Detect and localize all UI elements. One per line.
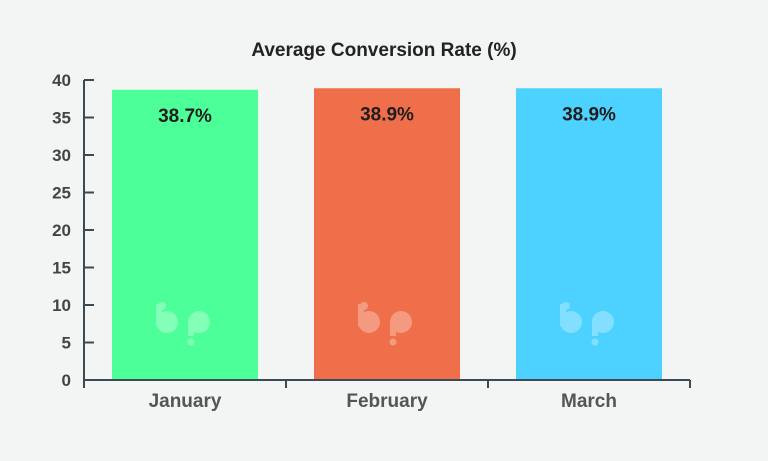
chart-title: Average Conversion Rate (%) <box>251 40 516 61</box>
y-tick-label: 30 <box>52 146 71 165</box>
bar <box>314 88 460 380</box>
y-axis: 0 5 10 15 20 25 30 35 40 <box>52 71 94 390</box>
bars: 38.7% 38.9% 38.9% <box>112 88 662 380</box>
data-label: 38.7% <box>158 106 212 127</box>
y-tick-label: 20 <box>52 221 71 240</box>
y-tick-label: 35 <box>52 109 71 128</box>
y-tick-label: 0 <box>62 371 71 390</box>
x-category-label: February <box>346 391 428 412</box>
y-tick-label: 10 <box>52 296 71 315</box>
data-label: 38.9% <box>562 104 616 125</box>
y-tick-label: 5 <box>62 334 71 353</box>
x-axis: January February March <box>83 379 691 412</box>
data-label: 38.9% <box>360 104 414 125</box>
y-tick-label: 25 <box>52 184 71 203</box>
bar <box>112 89 258 380</box>
watermark-logo <box>358 302 412 346</box>
y-tick-label: 40 <box>52 71 71 90</box>
watermark-logo <box>560 302 614 346</box>
y-tick-label: 15 <box>52 259 71 278</box>
bar <box>516 88 662 380</box>
watermark-logo <box>156 302 210 346</box>
x-category-label: March <box>561 391 617 412</box>
x-category-label: January <box>149 391 222 412</box>
